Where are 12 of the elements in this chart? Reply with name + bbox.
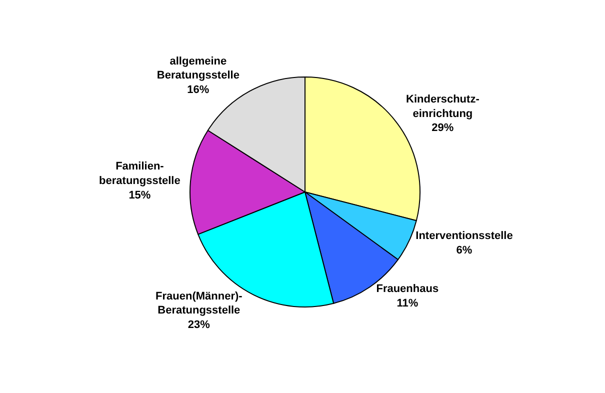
data-label: 6% [456,244,472,256]
slice-label: allgemeine Beratungsstelle [156,55,240,82]
slice-label: Frauenhaus [376,282,439,295]
data-label: 23% [188,318,210,331]
slice-label: Frauen(Männer)- Beratungsstelle [156,290,243,317]
data-label: 29% [432,122,454,134]
slice-label: Familien- beratungsstelle [99,160,180,187]
slice-label: Kinderschutz- einrichtung [406,94,480,120]
data-label: 16% [187,84,210,96]
slice-label: Interventionsstelle [416,230,513,242]
data-label: 11% [396,297,418,310]
data-label: 15% [128,189,151,202]
